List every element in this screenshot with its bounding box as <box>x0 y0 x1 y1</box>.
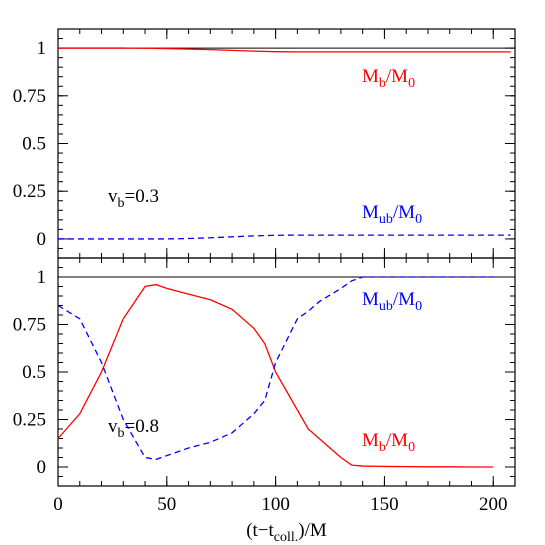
y-tick-label: 0.25 <box>13 410 46 431</box>
series-line <box>58 234 511 240</box>
label-part: /M <box>393 202 415 223</box>
y-tick-label: 1 <box>37 267 47 288</box>
label-part: )/M <box>298 520 327 541</box>
plot-frame <box>57 28 516 259</box>
label-part: /M <box>386 430 408 451</box>
label-part: b <box>118 196 125 211</box>
x-tick-label: 50 <box>157 494 176 515</box>
label-part: M <box>362 289 379 310</box>
plot-frame <box>57 257 516 487</box>
y-tick-label: 0.75 <box>13 315 46 336</box>
annotation: vb=0.3 <box>108 186 159 211</box>
y-tick-label: 0 <box>37 457 47 478</box>
x-tick-label: 150 <box>370 494 399 515</box>
label-part: =0.3 <box>125 186 159 207</box>
x-axis-label: (t−tcoll.)/M <box>246 520 327 545</box>
label-part: M <box>362 202 379 223</box>
y-tick-label: 0.25 <box>13 181 46 202</box>
x-tick-label: 100 <box>261 494 290 515</box>
label-part: b <box>379 440 386 455</box>
label-part: v <box>108 416 118 437</box>
label-part: 0 <box>408 440 415 455</box>
label-part: 0 <box>415 299 422 314</box>
label-part: ub <box>379 299 393 314</box>
label-part: =0.8 <box>125 416 159 437</box>
x-tick-label: 0 <box>53 494 63 515</box>
series-label: Mub/M0 <box>362 202 422 227</box>
label-part: 0 <box>408 76 415 91</box>
label-part: /M <box>393 289 415 310</box>
label-part: (t−t <box>246 520 274 541</box>
label-part: 0 <box>415 212 422 227</box>
label-part: M <box>362 430 379 451</box>
series-line <box>57 283 494 468</box>
label-part: b <box>118 426 125 441</box>
series-label: Mb/M0 <box>362 430 415 455</box>
label-part: coll. <box>274 530 299 545</box>
series-line <box>58 47 511 53</box>
label-part: /M <box>386 66 408 87</box>
y-tick-label: 0 <box>37 229 47 250</box>
label-part: M <box>362 66 379 87</box>
y-tick-label: 1 <box>37 38 47 59</box>
series-label: Mub/M0 <box>362 289 422 314</box>
label-part: v <box>108 186 118 207</box>
label-part: ub <box>379 212 393 227</box>
annotation: vb=0.8 <box>108 416 159 441</box>
series-label: Mb/M0 <box>362 66 415 91</box>
label-part: b <box>379 76 386 91</box>
y-tick-label: 0.5 <box>22 362 46 383</box>
y-tick-label: 0.5 <box>22 134 46 155</box>
y-tick-label: 0.75 <box>13 86 46 107</box>
x-tick-label: 200 <box>479 494 508 515</box>
